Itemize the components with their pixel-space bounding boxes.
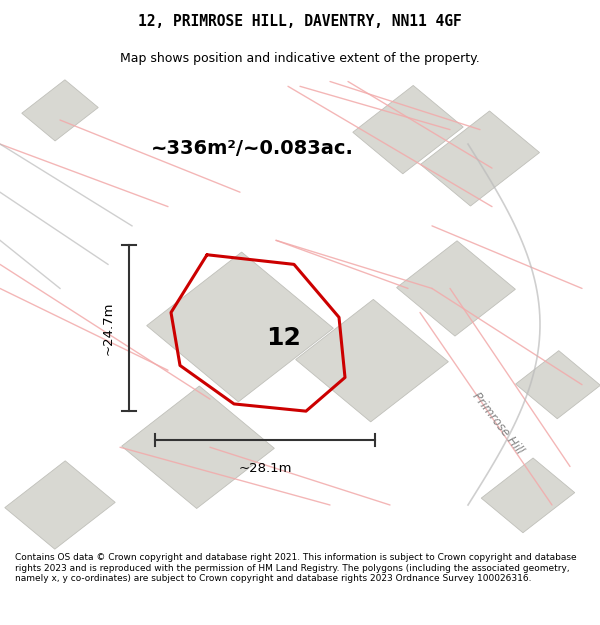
Polygon shape	[421, 111, 539, 206]
Text: Contains OS data © Crown copyright and database right 2021. This information is : Contains OS data © Crown copyright and d…	[15, 553, 577, 583]
Polygon shape	[515, 351, 600, 419]
Polygon shape	[122, 386, 274, 509]
Polygon shape	[5, 461, 115, 549]
Text: 12: 12	[266, 326, 301, 351]
Polygon shape	[146, 252, 334, 402]
Polygon shape	[481, 458, 575, 532]
Polygon shape	[22, 80, 98, 141]
Text: ~336m²/~0.083ac.: ~336m²/~0.083ac.	[151, 139, 353, 158]
Polygon shape	[397, 241, 515, 336]
Text: Primrose Hill: Primrose Hill	[470, 390, 526, 457]
Text: ~24.7m: ~24.7m	[101, 301, 115, 355]
Text: ~28.1m: ~28.1m	[238, 462, 292, 475]
Polygon shape	[296, 299, 448, 422]
Text: 12, PRIMROSE HILL, DAVENTRY, NN11 4GF: 12, PRIMROSE HILL, DAVENTRY, NN11 4GF	[138, 14, 462, 29]
Text: Map shows position and indicative extent of the property.: Map shows position and indicative extent…	[120, 52, 480, 65]
Polygon shape	[353, 86, 463, 174]
